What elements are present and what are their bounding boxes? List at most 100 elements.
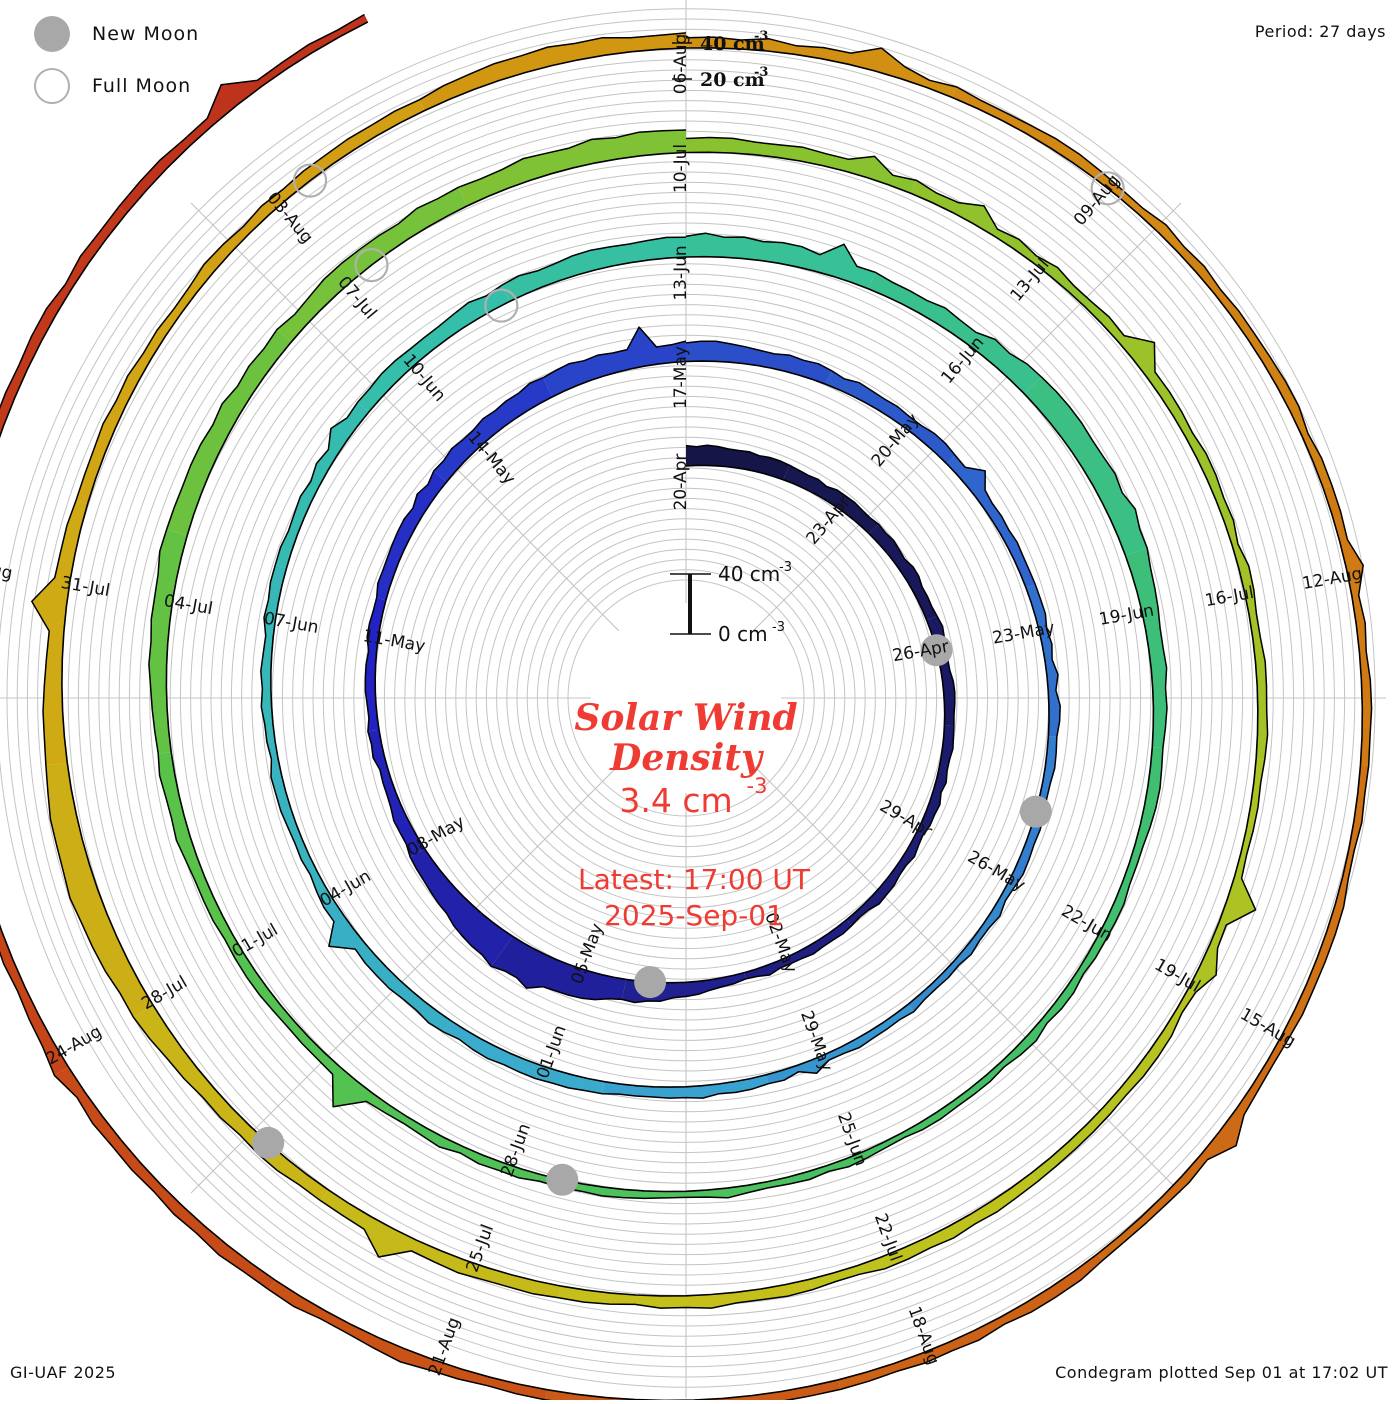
date-label: 25-Jun: [833, 1110, 871, 1169]
date-label: 10-Jul: [671, 144, 691, 193]
grid-ray: [190, 202, 620, 632]
moon-phase-legend: New Moon Full Moon: [22, 8, 342, 112]
spiral-fill-segment: [581, 1177, 790, 1199]
legend-item-full-moon: Full Moon: [22, 60, 342, 112]
spiral-baseline: [61, 47, 1259, 1297]
spiral-fill-segment: [946, 455, 1036, 588]
center-readout: Solar Wind Density 3.4 cm -3 Latest: 17:…: [574, 697, 811, 932]
spiral-fill-segment: [31, 499, 88, 766]
spiral-fill-segment: [133, 1005, 329, 1201]
center-value: 3.4 cm: [619, 781, 732, 820]
scale-label-bottom-sup: -3: [772, 620, 785, 635]
spiral-fill-segment: [787, 1088, 974, 1184]
spiral-fill-segment: [686, 445, 790, 480]
date-label: 27-Aug: [0, 554, 14, 584]
spiral-fill-segment: [1188, 757, 1265, 993]
grid-ray: [752, 764, 1182, 1194]
spiral-trace-outline: [260, 236, 1061, 1099]
spiral-fill-segment: [543, 327, 686, 397]
spiral-fill-segment: [1178, 246, 1332, 488]
center-title-line1: Solar Wind: [574, 697, 797, 739]
spiral-fill-segment: [686, 137, 917, 194]
scale-label-bottom: 0 cm: [718, 622, 768, 646]
spiral-fill-segment: [868, 272, 1042, 394]
center-value-sup: -3: [747, 774, 768, 798]
spiral-fill-segment: [1125, 548, 1167, 749]
spiral-fill-segment: [1281, 764, 1369, 1040]
radial-axis-callouts: 40 cm -3 20 cm -3: [672, 29, 768, 91]
plotted-timestamp-label: Condegram plotted Sep 01 at 17:02 UT: [1055, 1363, 1388, 1382]
grid-ray: [752, 202, 1182, 632]
spiral-fill-segment: [320, 1190, 561, 1298]
date-label: 25-Jul: [463, 1222, 499, 1275]
spiral-fill-segment: [45, 763, 154, 1018]
axis-label-40: 40 cm: [700, 33, 765, 55]
spiral-fill-segment: [838, 1253, 1103, 1390]
spiral-fill-segment: [410, 848, 513, 967]
spiral-fill-segment: [1323, 485, 1372, 766]
date-label: 22-Jun: [1058, 901, 1116, 946]
spiral-fill-segment: [419, 32, 686, 111]
open-circle-icon: [34, 68, 70, 104]
full-moon-marker: [484, 288, 519, 323]
spiral-fill-segment: [908, 883, 1015, 1012]
date-label: 10-Jun: [399, 350, 450, 405]
spiral-trace-outline: [364, 326, 956, 1004]
legend-item-new-moon: New Moon: [22, 8, 342, 60]
spiral-fill-segment: [846, 831, 923, 926]
spiral-fill-segment: [868, 524, 938, 620]
spiral-fill-segment: [502, 237, 686, 302]
axis-label-20-sup: -3: [754, 65, 768, 80]
date-label: 24-Aug: [43, 1022, 105, 1070]
date-label: 19-Jul: [1151, 955, 1204, 997]
full-moon-marker: [1090, 171, 1125, 206]
filled-circle-icon: [34, 16, 70, 52]
spiral-fill-segment: [491, 936, 627, 1000]
spiral-fill-segment: [1025, 584, 1061, 737]
grid-ray: [190, 764, 620, 1194]
spiral-fill-segment: [376, 470, 447, 601]
spiral-fill-segment: [260, 564, 287, 743]
spiral-data-layer: [0, 13, 1373, 1404]
legend-label-new-moon: New Moon: [92, 23, 200, 45]
new-moon-marker: [634, 966, 667, 999]
spiral-fill-segment: [54, 1067, 276, 1290]
spiral-fill-segment: [204, 99, 425, 273]
center-latest-line1: Latest: 17:00 UT: [578, 863, 811, 896]
new-moon-marker: [252, 1126, 285, 1159]
spiral-fill-segment: [809, 1173, 1038, 1290]
spiral-fill-segment: [0, 926, 69, 1076]
spiral-baseline: [0, 21, 1364, 1402]
spiral-fill-segment: [268, 1280, 548, 1400]
spiral-fill-segment: [601, 1074, 768, 1099]
spiral-fill-segment: [917, 725, 954, 835]
full-moon-marker: [354, 248, 389, 283]
spiral-fill-segment: [1098, 747, 1163, 941]
scale-label-top: 40 cm: [718, 562, 780, 586]
new-moon-marker: [546, 1163, 579, 1196]
center-latest-line2: 2025-Sep-01: [604, 899, 784, 932]
new-moon-marker: [1019, 795, 1052, 828]
spiral-fill-segment: [323, 901, 452, 1032]
center-title-line2: Density: [609, 737, 764, 779]
scale-bar: 40 cm -3 0 cm -3: [670, 560, 792, 646]
spiral-fill-segment: [783, 465, 879, 534]
spiral-fill-segment: [545, 1379, 841, 1404]
spiral-baseline: [374, 360, 946, 984]
spiral-fill-segment: [1224, 520, 1268, 759]
date-label: 13-Jun: [671, 245, 691, 300]
spiral-fill-segment: [443, 1021, 605, 1094]
date-label: 28-Jul: [138, 972, 191, 1014]
credit-label: GI-UAF 2025: [10, 1363, 117, 1382]
spiral-fill-segment: [1031, 988, 1196, 1182]
full-moon-marker: [292, 163, 328, 198]
spiral-fill-segment: [926, 616, 955, 727]
spiral-fill-segment: [433, 377, 552, 483]
moon-marker-layer: [252, 163, 1125, 1196]
scale-label-top-sup: -3: [779, 560, 792, 575]
new-moon-marker: [920, 634, 953, 667]
date-label: 01-Jul: [229, 920, 282, 962]
spiral-baseline: [270, 256, 1050, 1088]
